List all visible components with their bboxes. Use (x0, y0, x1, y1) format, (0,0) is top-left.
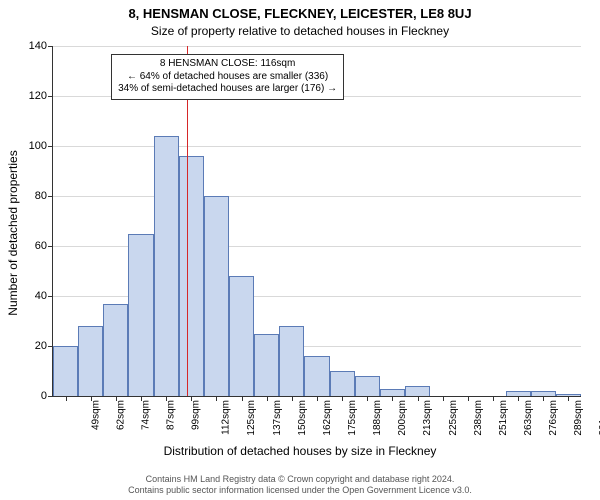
y-tick-label: 100 (29, 140, 53, 152)
grid-line (53, 46, 581, 47)
x-tick-label: 200sqm (397, 400, 408, 436)
x-tick-mark (367, 396, 368, 401)
y-tick-label: 120 (29, 90, 53, 102)
footer-attribution: Contains HM Land Registry data © Crown c… (0, 474, 600, 497)
x-tick-mark (242, 396, 243, 401)
x-tick-label: 188sqm (372, 400, 383, 436)
annotation-box: 8 HENSMAN CLOSE: 116sqm← 64% of detached… (111, 54, 344, 100)
grid-line (53, 146, 581, 147)
x-tick-mark (292, 396, 293, 401)
x-tick-label: 74sqm (140, 400, 151, 430)
x-tick-mark (216, 396, 217, 401)
x-tick-mark (317, 396, 318, 401)
x-tick-label: 112sqm (221, 400, 232, 435)
x-axis-label: Distribution of detached houses by size … (0, 444, 600, 458)
x-tick-mark (191, 396, 192, 401)
x-tick-label: 289sqm (573, 400, 584, 436)
histogram-bar (78, 326, 103, 396)
y-tick-label: 40 (35, 290, 53, 302)
x-tick-label: 87sqm (166, 400, 177, 430)
histogram-bar (179, 156, 204, 396)
x-tick-label: 150sqm (297, 400, 308, 436)
x-tick-mark (392, 396, 393, 401)
histogram-bar (405, 386, 430, 396)
x-tick-mark (468, 396, 469, 401)
x-tick-mark (543, 396, 544, 401)
footer-line-2: Contains public sector information licen… (0, 485, 600, 496)
x-tick-mark (166, 396, 167, 401)
x-tick-label: 49sqm (90, 400, 101, 430)
grid-line (53, 196, 581, 197)
x-tick-mark (91, 396, 92, 401)
x-tick-mark (141, 396, 142, 401)
x-tick-label: 238sqm (473, 400, 484, 436)
x-tick-label: 213sqm (423, 400, 434, 436)
x-tick-label: 263sqm (523, 400, 534, 436)
y-tick-label: 60 (35, 240, 53, 252)
y-tick-label: 80 (35, 190, 53, 202)
x-tick-mark (518, 396, 519, 401)
x-tick-mark (493, 396, 494, 401)
y-tick-label: 140 (29, 40, 53, 52)
x-tick-mark (267, 396, 268, 401)
histogram-bar (103, 304, 128, 397)
x-tick-mark (418, 396, 419, 401)
x-tick-label: 99sqm (191, 400, 202, 430)
x-tick-mark (443, 396, 444, 401)
x-tick-label: 276sqm (548, 400, 559, 436)
footer-line-1: Contains HM Land Registry data © Crown c… (0, 474, 600, 485)
histogram-bar (154, 136, 179, 396)
x-tick-label: 251sqm (498, 400, 509, 436)
x-tick-mark (116, 396, 117, 401)
annotation-line-1: 8 HENSMAN CLOSE: 116sqm (118, 58, 337, 71)
histogram-bar (128, 234, 153, 397)
histogram-bar (204, 196, 229, 396)
x-tick-mark (342, 396, 343, 401)
x-tick-mark (66, 396, 67, 401)
chart-title-main: 8, HENSMAN CLOSE, FLECKNEY, LEICESTER, L… (0, 6, 600, 21)
x-tick-label: 137sqm (272, 400, 283, 436)
x-tick-label: 162sqm (322, 400, 333, 436)
y-axis-label: Number of detached properties (6, 68, 20, 233)
y-tick-label: 20 (35, 340, 53, 352)
x-tick-label: 225sqm (448, 400, 459, 436)
y-tick-label: 0 (41, 390, 53, 402)
histogram-bar (254, 334, 279, 397)
x-tick-mark (568, 396, 569, 401)
annotation-line-3: 34% of semi-detached houses are larger (… (118, 83, 337, 96)
x-tick-label: 175sqm (347, 400, 358, 436)
histogram-bar (380, 389, 405, 397)
annotation-line-2: ← 64% of detached houses are smaller (33… (118, 71, 337, 84)
x-tick-label: 125sqm (247, 400, 258, 436)
histogram-bar (53, 346, 78, 396)
histogram-bar (229, 276, 254, 396)
histogram-bar (304, 356, 329, 396)
histogram-bar (279, 326, 304, 396)
histogram-bar (330, 371, 355, 396)
chart-title-sub: Size of property relative to detached ho… (0, 24, 600, 38)
chart-plot-area: 02040608010012014049sqm62sqm74sqm87sqm99… (52, 46, 581, 397)
histogram-bar (355, 376, 380, 396)
x-tick-label: 62sqm (115, 400, 126, 430)
